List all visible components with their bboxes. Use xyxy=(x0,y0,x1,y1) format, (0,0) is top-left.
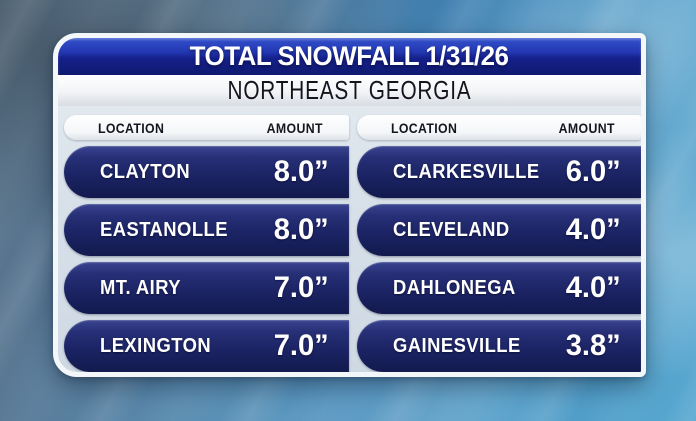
location-value: CLARKESVILLE xyxy=(392,160,540,183)
amount-value: 7.0” xyxy=(273,329,329,362)
snowfall-panel: TOTAL SNOWFALL 1/31/26 NORTHEAST GEORGIA… xyxy=(53,33,646,377)
table-column-left: LOCATION AMOUNT CLAYTON 8.0” EASTANOLLE … xyxy=(64,115,349,372)
column-header: LOCATION AMOUNT xyxy=(356,115,641,140)
location-column-label: LOCATION xyxy=(98,119,165,136)
region-subtitle: NORTHEAST GEORGIA xyxy=(227,75,472,105)
amount-column-label: AMOUNT xyxy=(266,119,323,136)
table-row: EASTANOLLE 8.0” xyxy=(64,204,349,256)
table-column-right: LOCATION AMOUNT CLARKESVILLE 6.0” CLEVEL… xyxy=(356,115,641,372)
location-value: EASTANOLLE xyxy=(100,218,228,241)
location-column-label: LOCATION xyxy=(390,119,457,136)
table-row: GAINESVILLE 3.8” xyxy=(356,320,641,372)
amount-value: 7.0” xyxy=(273,271,329,304)
table-row: CLARKESVILLE 6.0” xyxy=(356,146,641,198)
page-title: TOTAL SNOWFALL 1/31/26 xyxy=(190,41,509,71)
amount-value: 3.8” xyxy=(565,329,621,362)
subtitle-bar: NORTHEAST GEORGIA xyxy=(58,75,641,106)
table-row: DAHLONEGA 4.0” xyxy=(356,262,641,314)
column-header: LOCATION AMOUNT xyxy=(64,115,349,140)
location-value: MT. AIRY xyxy=(100,276,182,299)
table-row: LEXINGTON 7.0” xyxy=(64,320,349,372)
location-value: DAHLONEGA xyxy=(392,276,516,299)
amount-column-label: AMOUNT xyxy=(558,119,615,136)
snowfall-table: LOCATION AMOUNT CLAYTON 8.0” EASTANOLLE … xyxy=(58,106,641,372)
location-value: CLAYTON xyxy=(100,160,191,183)
location-value: CLEVELAND xyxy=(392,218,510,241)
amount-value: 8.0” xyxy=(273,213,329,246)
amount-value: 4.0” xyxy=(565,213,621,246)
amount-value: 4.0” xyxy=(565,271,621,304)
amount-value: 8.0” xyxy=(273,155,329,188)
location-value: GAINESVILLE xyxy=(392,334,521,357)
table-row: CLAYTON 8.0” xyxy=(64,146,349,198)
amount-value: 6.0” xyxy=(565,155,621,188)
table-row: MT. AIRY 7.0” xyxy=(64,262,349,314)
title-bar: TOTAL SNOWFALL 1/31/26 xyxy=(58,38,641,75)
location-value: LEXINGTON xyxy=(100,334,212,357)
table-row: CLEVELAND 4.0” xyxy=(356,204,641,256)
